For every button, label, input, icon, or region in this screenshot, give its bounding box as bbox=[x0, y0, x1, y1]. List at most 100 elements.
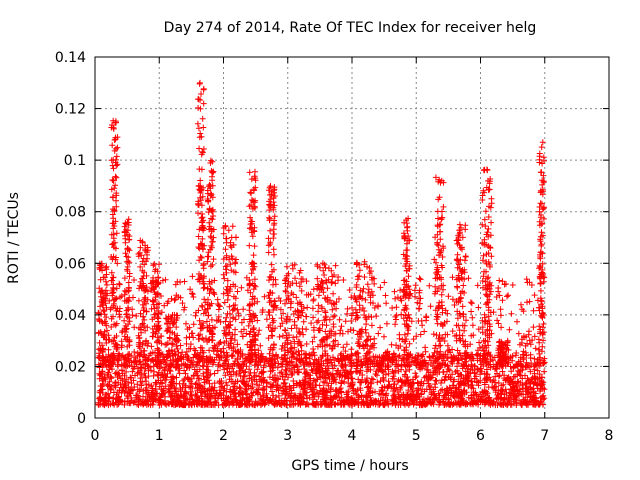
data-point bbox=[325, 365, 332, 372]
data-point bbox=[409, 398, 416, 404]
data-point bbox=[449, 382, 456, 389]
data-point bbox=[383, 390, 390, 397]
data-point bbox=[203, 366, 210, 373]
data-point bbox=[455, 360, 462, 367]
data-point bbox=[171, 384, 178, 391]
data-point bbox=[101, 375, 108, 382]
data-point bbox=[405, 380, 411, 387]
data-point bbox=[289, 370, 296, 377]
data-point bbox=[133, 392, 140, 399]
data-point bbox=[333, 386, 340, 393]
data-point bbox=[303, 341, 310, 347]
data-point bbox=[381, 333, 387, 340]
data-point bbox=[483, 366, 490, 373]
y-axis-label: ROTI / TECUs bbox=[6, 192, 22, 284]
data-point bbox=[200, 373, 207, 379]
data-point bbox=[207, 390, 213, 397]
data-point bbox=[278, 402, 285, 408]
data-point bbox=[291, 338, 298, 345]
data-point bbox=[512, 373, 519, 380]
data-point bbox=[327, 371, 334, 378]
data-point bbox=[345, 388, 352, 395]
data-point bbox=[463, 389, 470, 396]
data-point bbox=[341, 378, 348, 385]
data-point bbox=[532, 379, 539, 386]
data-point bbox=[206, 380, 213, 387]
data-point bbox=[309, 367, 316, 374]
data-point bbox=[412, 370, 419, 377]
data-point bbox=[274, 364, 281, 371]
data-point bbox=[180, 377, 187, 384]
data-point bbox=[188, 392, 195, 399]
data-point bbox=[246, 366, 253, 373]
data-point bbox=[148, 367, 154, 374]
data-points bbox=[95, 79, 548, 409]
data-point bbox=[206, 347, 213, 354]
data-point bbox=[420, 396, 427, 403]
data-point bbox=[534, 367, 541, 374]
data-point bbox=[275, 399, 282, 406]
data-point bbox=[254, 386, 260, 393]
data-point bbox=[283, 390, 290, 397]
data-point bbox=[281, 401, 288, 408]
data-point bbox=[97, 395, 104, 402]
data-point bbox=[228, 373, 235, 380]
data-point bbox=[223, 379, 230, 386]
data-point bbox=[183, 364, 190, 370]
data-point bbox=[432, 377, 439, 384]
data-point bbox=[191, 366, 198, 373]
data-point bbox=[288, 387, 295, 394]
data-point bbox=[428, 391, 435, 398]
data-point bbox=[444, 386, 451, 393]
data-point bbox=[137, 367, 144, 374]
data-point bbox=[139, 378, 146, 385]
data-point bbox=[391, 391, 398, 398]
data-point bbox=[242, 390, 249, 397]
data-point bbox=[257, 395, 264, 402]
data-point bbox=[444, 342, 451, 349]
data-point bbox=[327, 396, 334, 403]
data-point bbox=[419, 386, 426, 393]
data-point bbox=[434, 366, 441, 372]
data-point bbox=[170, 380, 177, 387]
data-point bbox=[101, 402, 108, 409]
data-point bbox=[286, 365, 293, 372]
data-point bbox=[181, 367, 188, 374]
data-point bbox=[334, 370, 341, 377]
data-point bbox=[421, 374, 428, 381]
data-point bbox=[320, 386, 327, 393]
data-point bbox=[405, 387, 412, 394]
data-point bbox=[343, 341, 350, 348]
data-point bbox=[234, 378, 241, 385]
data-point bbox=[322, 374, 328, 381]
data-point bbox=[338, 379, 345, 386]
data-point bbox=[256, 373, 263, 380]
data-point bbox=[494, 370, 500, 377]
data-point bbox=[288, 372, 295, 378]
data-point bbox=[400, 400, 407, 407]
data-point bbox=[343, 391, 350, 398]
data-point bbox=[180, 393, 187, 400]
data-point bbox=[478, 368, 485, 375]
data-point bbox=[138, 382, 145, 389]
data-point bbox=[492, 373, 499, 380]
data-point bbox=[373, 372, 380, 379]
data-point bbox=[303, 401, 310, 408]
data-point bbox=[193, 380, 200, 387]
data-point bbox=[441, 377, 448, 384]
data-point bbox=[377, 378, 384, 385]
data-point bbox=[253, 378, 260, 385]
data-point bbox=[521, 396, 528, 403]
data-point bbox=[370, 399, 377, 406]
data-point bbox=[241, 373, 248, 380]
data-point bbox=[354, 368, 360, 375]
data-point bbox=[439, 386, 446, 393]
data-point bbox=[446, 367, 453, 374]
data-point bbox=[510, 396, 517, 403]
data-point bbox=[338, 388, 345, 395]
data-point bbox=[492, 379, 499, 386]
data-point bbox=[475, 382, 482, 389]
data-point bbox=[375, 367, 382, 374]
data-point bbox=[522, 400, 529, 407]
